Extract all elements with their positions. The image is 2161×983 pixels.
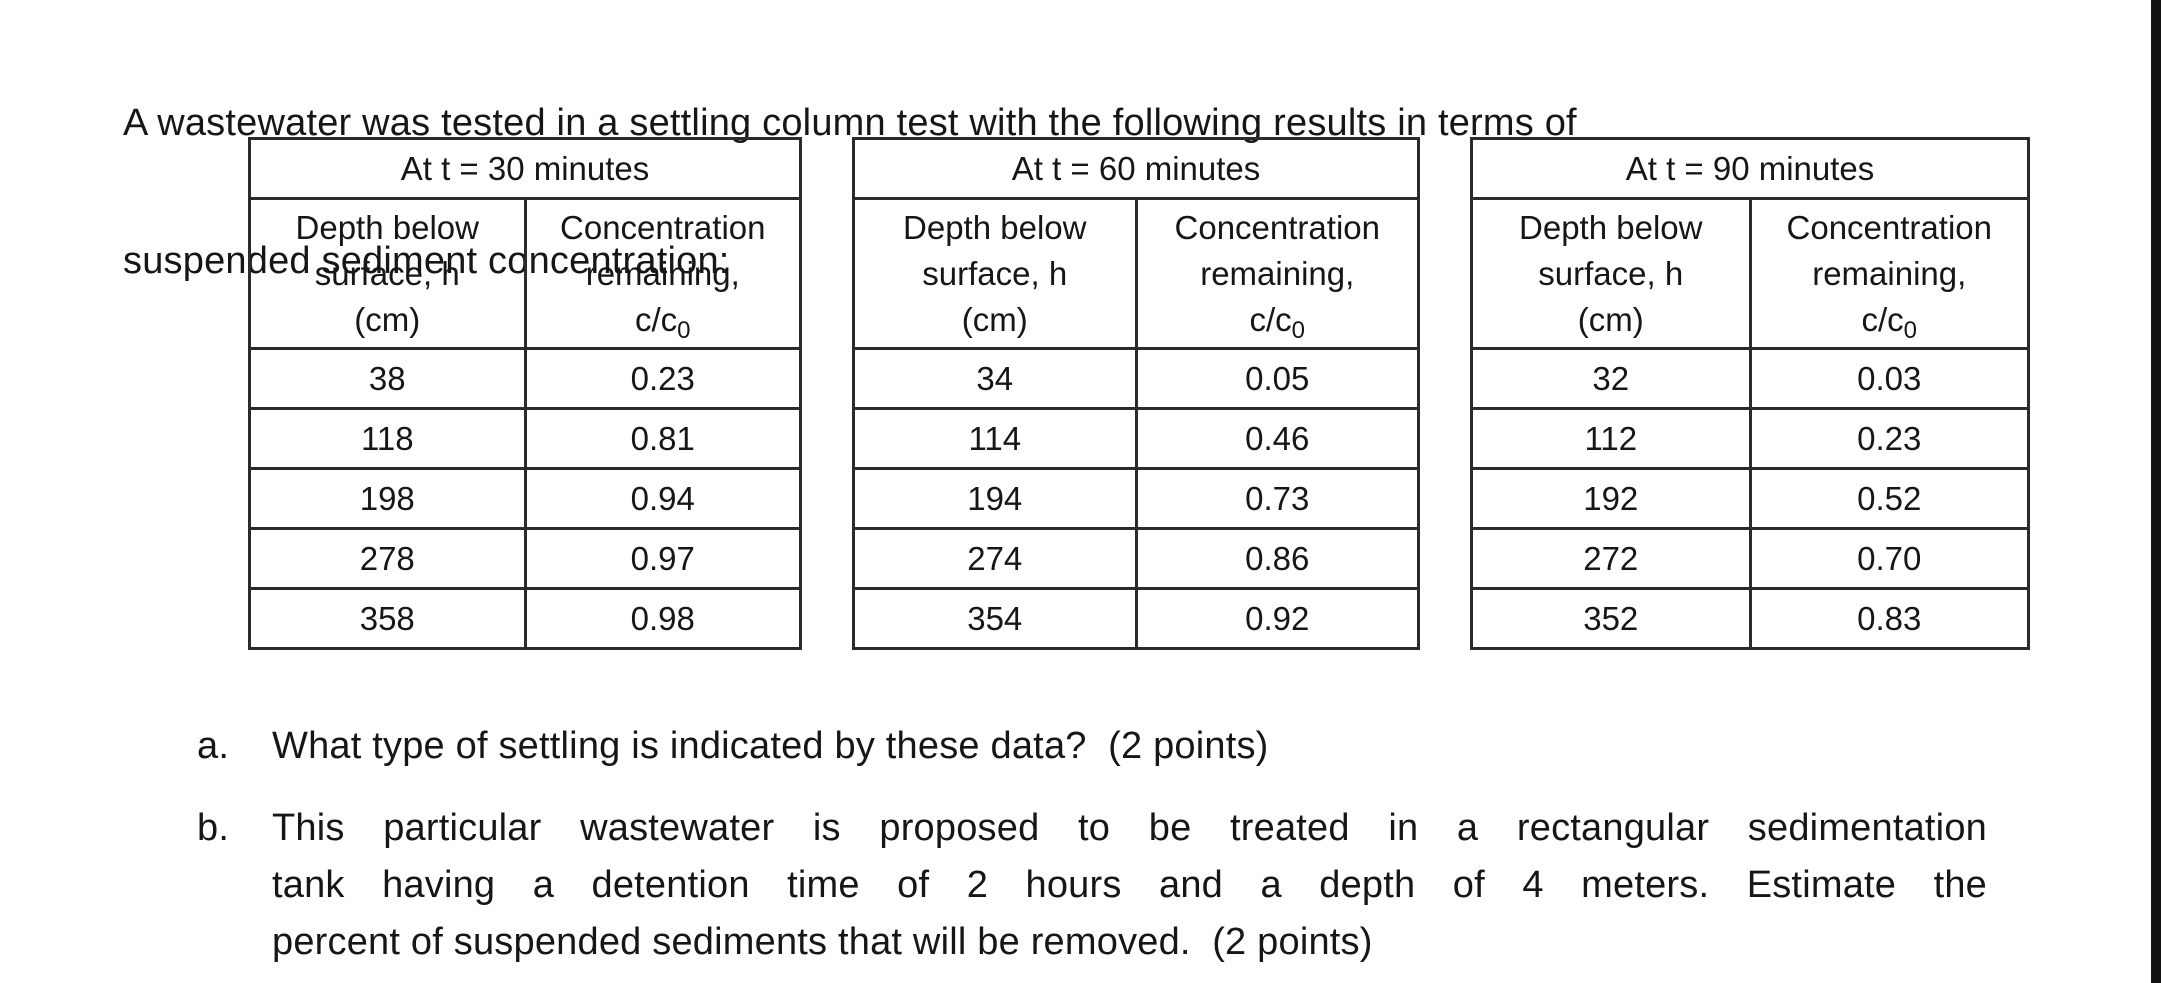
table-title-row: At t = 30 minutes <box>248 137 802 200</box>
col-header-depth: Depth below surface, h (cm) <box>852 197 1138 350</box>
concentration-cell: 0.46 <box>1134 407 1420 470</box>
c0-subscript: 0 <box>677 316 691 344</box>
c0-subscript: 0 <box>1291 316 1306 344</box>
concentration-cell: 0.97 <box>523 527 802 590</box>
table-row: 32 0.03 <box>1470 347 2030 410</box>
table-row: 354 0.92 <box>852 587 1420 650</box>
question-a-label: a. <box>197 725 230 767</box>
concentration-cell: 0.23 <box>523 347 802 410</box>
depth-cell: 198 <box>248 467 527 530</box>
depth-cell: 278 <box>248 527 527 590</box>
settling-table-90min: At t = 90 minutes Depth below surface, h… <box>1470 137 2030 650</box>
depth-cell: 114 <box>852 407 1138 470</box>
question-b-label: b. <box>197 807 230 849</box>
table-title: At t = 30 minutes <box>248 137 802 200</box>
concentration-cell: 0.03 <box>1748 347 2030 410</box>
c-over-c0: c/c <box>634 300 678 338</box>
question-a: a. What type of settling is indicated by… <box>197 718 1987 775</box>
table-title-row: At t = 90 minutes <box>1470 137 2030 200</box>
depth-cell: 34 <box>852 347 1138 410</box>
table-header-row: Depth below surface, h (cm) Concentratio… <box>852 197 1420 350</box>
table-header-row: Depth below surface, h (cm) Concentratio… <box>248 197 802 350</box>
concentration-cell: 0.73 <box>1134 467 1420 530</box>
col-header-concentration: Concentration remaining, c/c0 <box>1748 197 2030 350</box>
depth-cell: 354 <box>852 587 1138 650</box>
question-b-line-1: This particular wastewater is proposed t… <box>272 807 1987 849</box>
settling-table-60min: At t = 60 minutes Depth below surface, h… <box>852 137 1420 650</box>
concentration-cell: 0.52 <box>1748 467 2030 530</box>
intro-line-1: A wastewater was tested in a settling co… <box>123 102 1577 144</box>
question-a-text: What type of settling is indicated by th… <box>272 725 1269 767</box>
depth-cell: 192 <box>1470 467 1752 530</box>
table-row: 118 0.81 <box>248 407 802 470</box>
concentration-cell: 0.92 <box>1134 587 1420 650</box>
depth-cell: 352 <box>1470 587 1752 650</box>
depth-cell: 32 <box>1470 347 1752 410</box>
col-header-concentration: Concentration remaining, c/c0 <box>523 197 802 350</box>
col-header-depth: Depth below surface, h (cm) <box>248 197 527 350</box>
depth-cell: 118 <box>248 407 527 470</box>
concentration-cell: 0.86 <box>1134 527 1420 590</box>
table-row: 278 0.97 <box>248 527 802 590</box>
settling-tables-group: At t = 30 minutes Depth below surface, h… <box>248 137 2030 650</box>
table-row: 192 0.52 <box>1470 467 2030 530</box>
col-header-depth: Depth below surface, h (cm) <box>1470 197 1752 350</box>
table-row: 272 0.70 <box>1470 527 2030 590</box>
depth-cell: 112 <box>1470 407 1752 470</box>
table-title: At t = 90 minutes <box>1470 137 2030 200</box>
depth-cell: 38 <box>248 347 527 410</box>
table-row: 114 0.46 <box>852 407 1420 470</box>
table-row: 198 0.94 <box>248 467 802 530</box>
table-row: 352 0.83 <box>1470 587 2030 650</box>
c0-subscript: 0 <box>1903 316 1918 344</box>
table-header-row: Depth below surface, h (cm) Concentratio… <box>1470 197 2030 350</box>
concentration-cell: 0.98 <box>523 587 802 650</box>
table-row: 194 0.73 <box>852 467 1420 530</box>
table-title-row: At t = 60 minutes <box>852 137 1420 200</box>
table-row: 358 0.98 <box>248 587 802 650</box>
question-b-line-2: tank having a detention time of 2 hours … <box>272 864 1987 906</box>
c-over-c0: c/c <box>1249 300 1292 338</box>
depth-cell: 194 <box>852 467 1138 530</box>
concentration-cell: 0.23 <box>1748 407 2030 470</box>
concentration-cell: 0.70 <box>1748 527 2030 590</box>
table-row: 34 0.05 <box>852 347 1420 410</box>
table-row: 112 0.23 <box>1470 407 2030 470</box>
settling-table-30min: At t = 30 minutes Depth below surface, h… <box>248 137 802 650</box>
concentration-cell: 0.94 <box>523 467 802 530</box>
scan-edge-strip <box>2151 0 2161 983</box>
depth-cell: 272 <box>1470 527 1752 590</box>
col-header-concentration: Concentration remaining, c/c0 <box>1134 197 1420 350</box>
question-b-line-3: percent of suspended sediments that will… <box>272 921 1373 963</box>
concentration-cell: 0.81 <box>523 407 802 470</box>
depth-cell: 274 <box>852 527 1138 590</box>
question-b: b. This particular wastewater is propose… <box>197 800 1987 971</box>
concentration-cell: 0.83 <box>1748 587 2030 650</box>
table-row: 38 0.23 <box>248 347 802 410</box>
table-title: At t = 60 minutes <box>852 137 1420 200</box>
table-row: 274 0.86 <box>852 527 1420 590</box>
c-over-c0: c/c <box>1861 300 1904 338</box>
depth-cell: 358 <box>248 587 527 650</box>
concentration-cell: 0.05 <box>1134 347 1420 410</box>
